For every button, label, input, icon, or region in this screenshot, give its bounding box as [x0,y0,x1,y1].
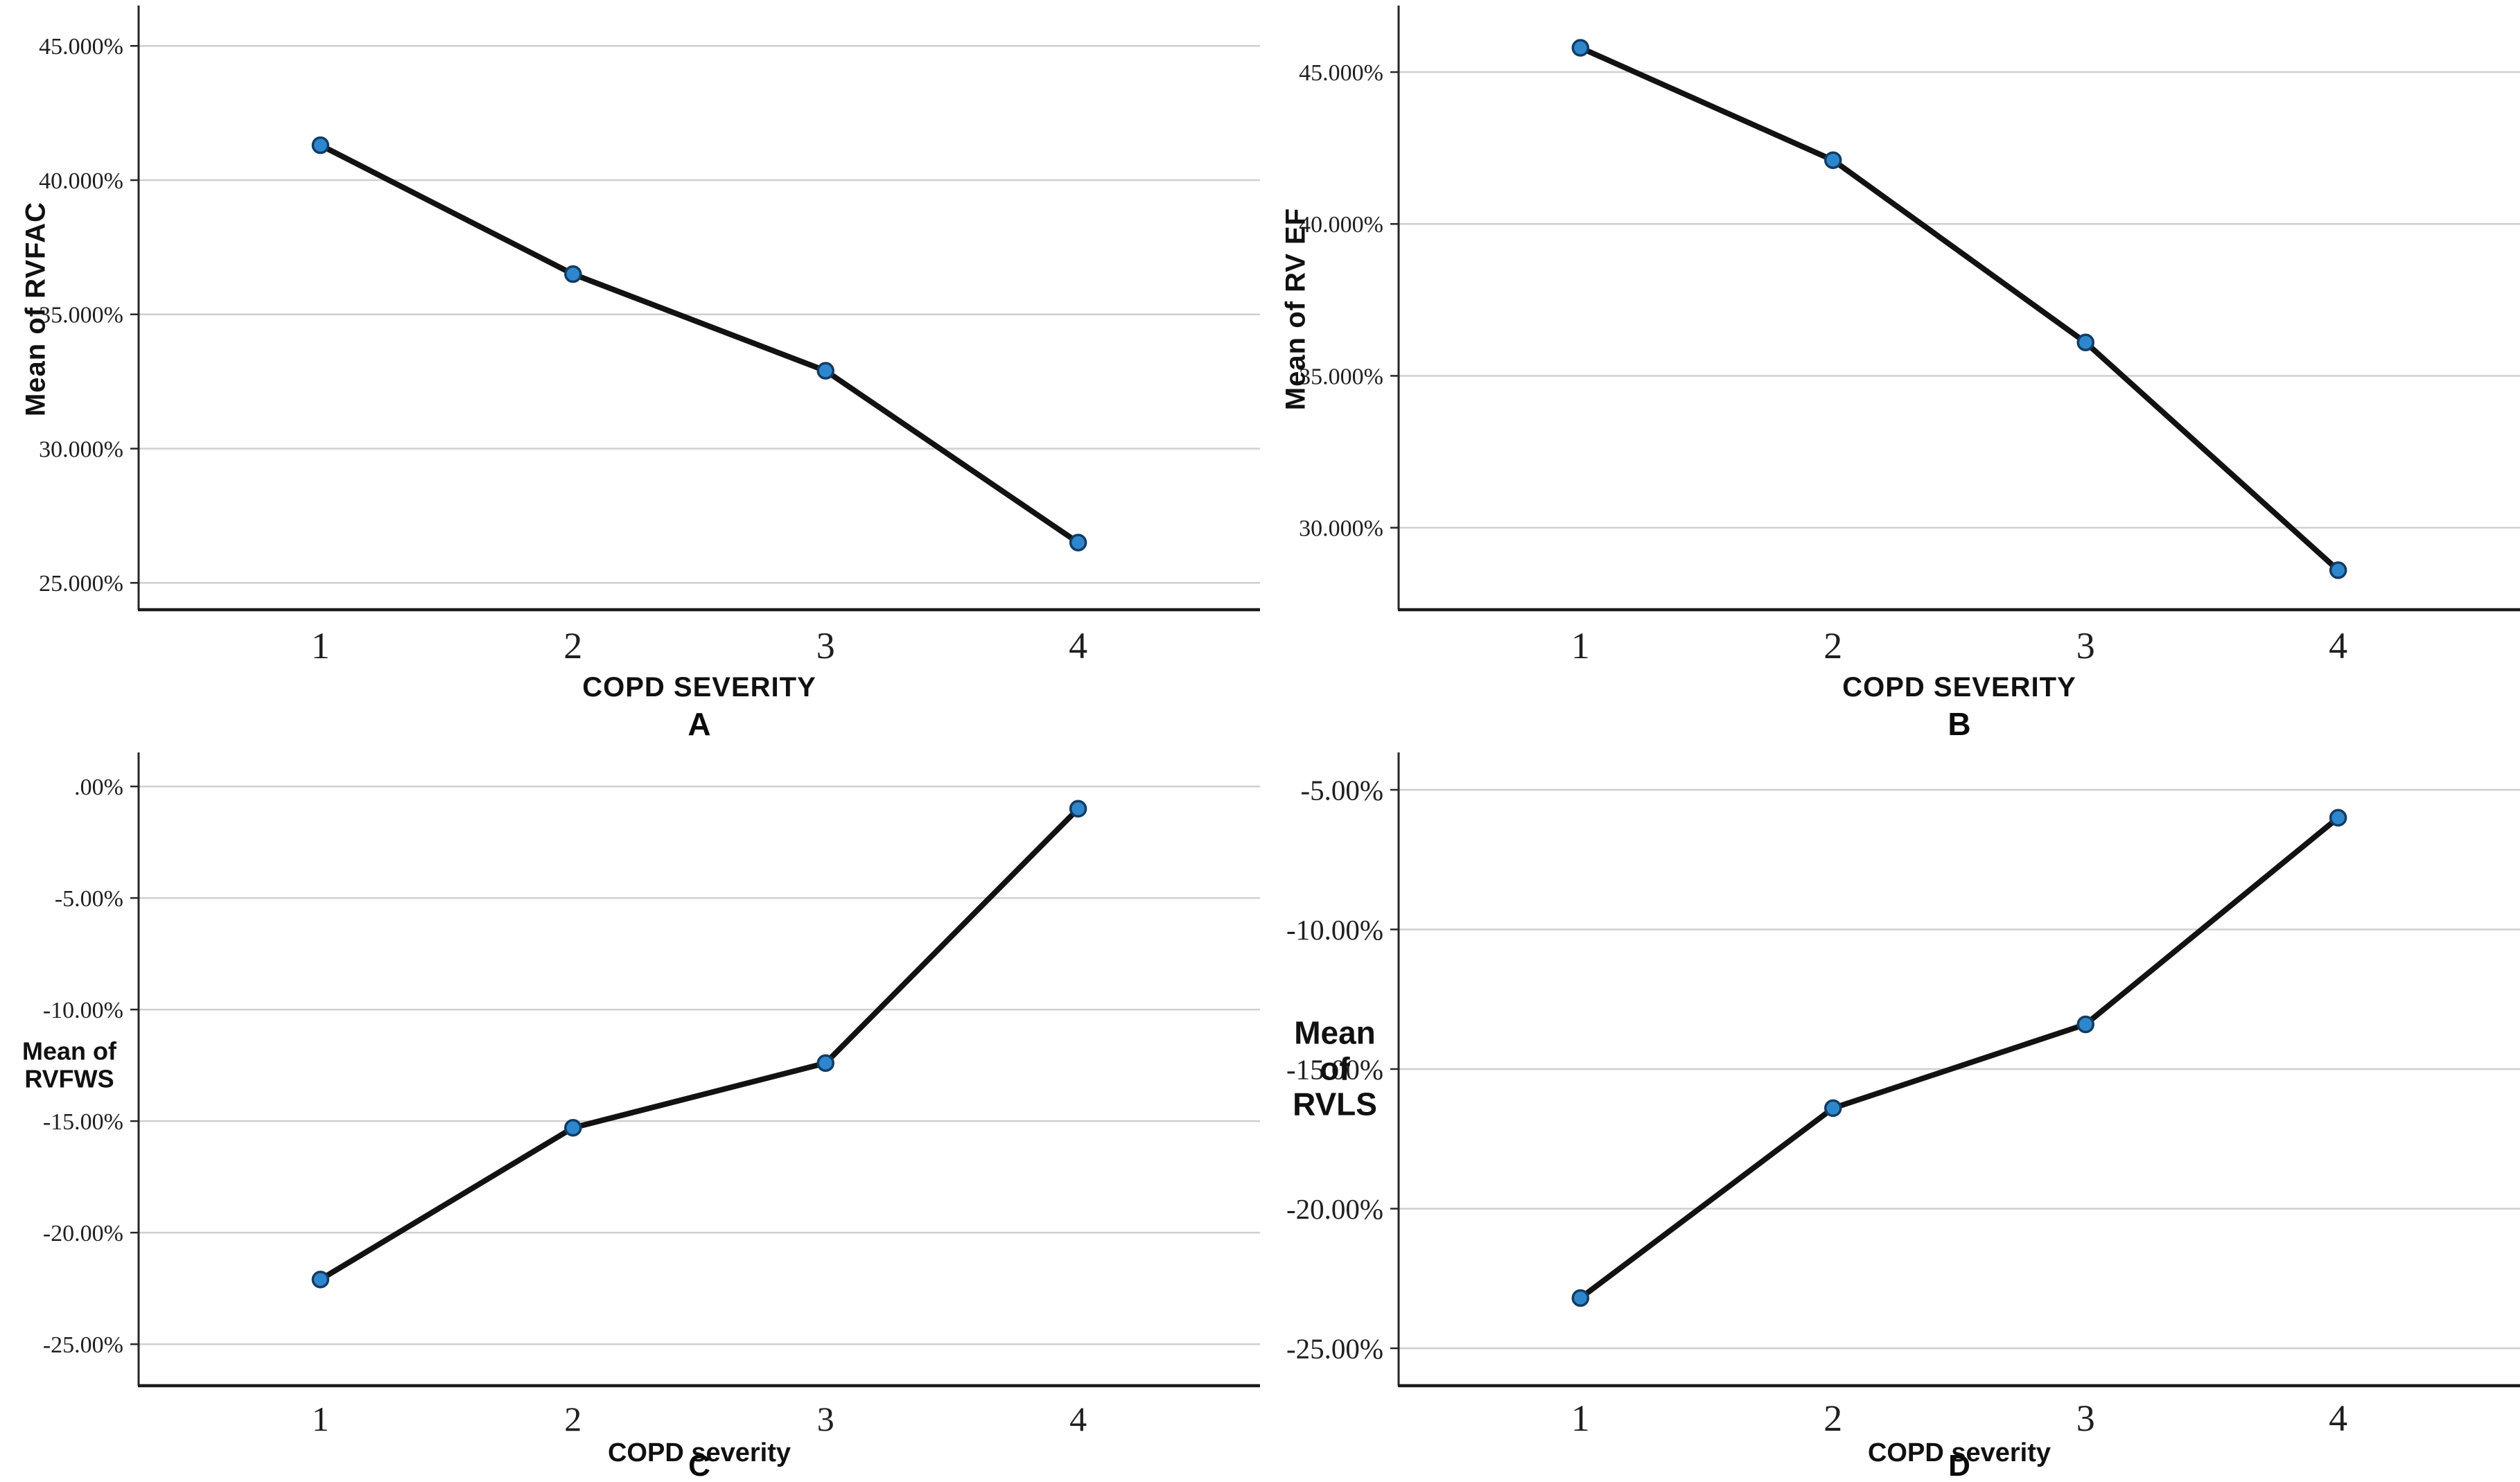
data-point-marker [1571,1289,1590,1307]
x-axis-label-copd-severity: COPD severity [1867,1438,2051,1467]
data-point-marker [564,1119,582,1137]
y-tick-label: -5.00% [55,886,123,912]
x-tick-label: 1 [312,1400,329,1438]
y-axis-label-rvfws: Mean of RVFWS [21,1036,117,1093]
y-tick-label: 30.000% [39,436,123,462]
data-point-marker [1824,1099,1842,1118]
y-tick-label: -20.00% [1286,1193,1383,1225]
data-point-marker [311,1270,330,1289]
data-point-marker [1069,800,1087,818]
x-tick-label: 3 [817,1400,834,1438]
data-point-marker [816,362,834,380]
data-line [317,142,1081,546]
y-tick-label: .00% [74,775,123,800]
y-tick-label: -15.00% [43,1109,123,1135]
y-tick-label: 30.000% [1299,516,1383,542]
x-tick-label: 2 [1823,625,1842,667]
data-point-marker [2329,561,2347,579]
y-tick-label: 25.000% [39,571,123,597]
rvls-line-chart: -5.00% -10.00% -15.00% -20.00% -25.00% 1 2 3 4 [1286,752,2520,1439]
x-tick-label: 3 [816,625,835,667]
x-tick-label: 2 [563,625,582,667]
data-point-marker [564,265,582,283]
x-tick-label: 1 [311,625,330,667]
data-point-marker [816,1054,834,1073]
x-tick-label: 4 [2329,1397,2347,1439]
data-point-marker [2076,1015,2094,1034]
y-tick-label: -5.00% [1300,774,1383,806]
panel-letter-c: C [688,1449,710,1482]
x-tick-label: 1 [1571,625,1590,667]
data-point-marker [1824,151,1842,169]
rvef-line-chart: 45.000% 40.000% 35.000% 30.000% 1 2 3 4 [1299,6,2520,667]
panel-c-rvfws: .00% -5.00% -10.00% -15.00% -20.00% -25.00% 1 2… [0,748,1260,1482]
rvfws-line-chart: .00% -5.00% -10.00% -15.00% -20.00% -25.00% 1 2… [43,752,1260,1438]
y-axis-label-rvls: Mean of RVLS [1293,1014,1377,1122]
data-point-marker [311,136,330,155]
x-tick-label: 3 [2076,1397,2095,1439]
y-tick-label: 35.000% [1299,364,1383,389]
y-tick-label: 40.000% [1299,212,1383,238]
y-tick-label: 35.000% [39,303,123,328]
x-tick-label: 1 [1571,1397,1590,1439]
y-axis-label-rvef: Mean of RV EF [1280,207,1311,411]
panel-letter-b: B [1948,706,1971,742]
panel-d-rvls: -5.00% -10.00% -15.00% -20.00% -25.00% 1 2 3 4 M… [1260,748,2520,1482]
y-tick-label: -10.00% [43,998,123,1023]
x-axis-label-copd-severity: COPD SEVERITY [1842,672,2076,703]
y-axis-label-rvfac: Mean of RVFAC [20,201,51,417]
data-line [317,806,1081,1282]
x-tick-label: 2 [1823,1397,1842,1439]
data-line [1577,44,2341,574]
data-point-marker [1069,533,1087,552]
y-tick-label: -10.00% [1286,914,1383,946]
data-point-marker [2076,333,2094,351]
x-axis-label-copd-severity: COPD SEVERITY [582,672,816,703]
x-tick-label: 4 [2329,625,2347,667]
panel-letter-a: A [688,706,711,742]
x-axis-label-copd-severity: COPD severity [607,1438,791,1467]
y-tick-label: -20.00% [43,1221,123,1246]
data-line [1577,815,2341,1301]
y-tick-label: 45.000% [39,34,123,60]
y-tick-label: 45.000% [1299,60,1383,86]
x-tick-label: 4 [1069,625,1087,667]
x-tick-label: 2 [564,1400,581,1438]
y-tick-label: -25.00% [43,1332,123,1358]
y-tick-label: -15.00% [1286,1053,1383,1085]
panel-letter-d: D [1948,1449,1970,1482]
x-tick-label: 3 [2076,625,2095,667]
x-tick-label: 4 [1069,1400,1087,1438]
data-point-marker [2329,809,2347,827]
panel-a-rvfac: 45.000% 40.000% 35.000% 30.000% 25.000% 1 2 3 4 … [0,0,1260,748]
data-point-marker [1571,39,1590,57]
y-tick-label: 40.000% [39,168,123,194]
y-tick-label: -25.00% [1286,1332,1383,1364]
rvfac-line-chart: 45.000% 40.000% 35.000% 30.000% 25.000% 1 2 3 4 [39,6,1260,667]
panel-b-rvef: 45.000% 40.000% 35.000% 30.000% 1 2 3 4 Mean of… [1260,0,2520,748]
